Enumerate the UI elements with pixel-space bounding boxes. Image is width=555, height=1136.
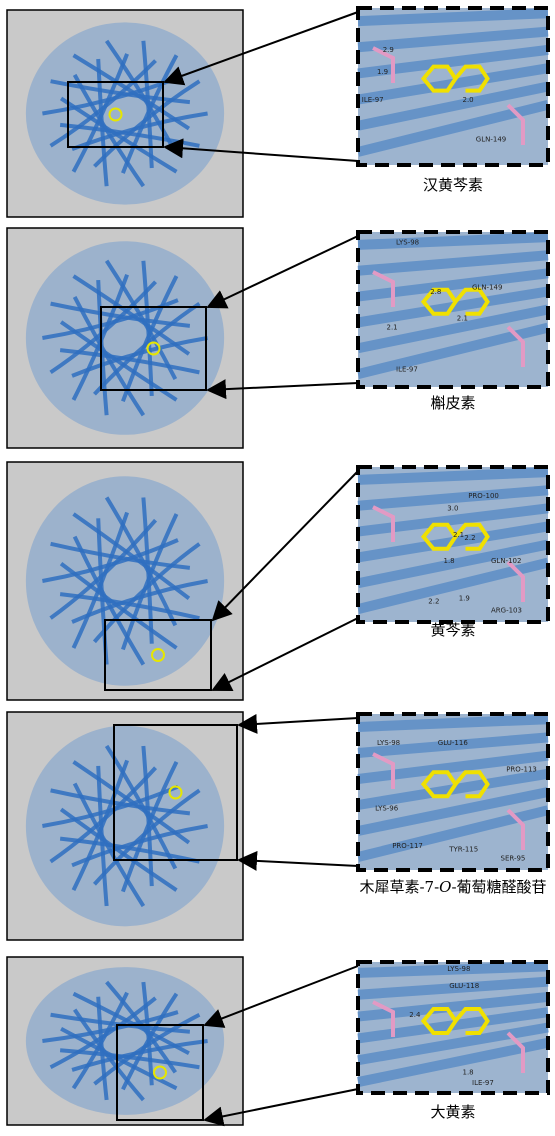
protein-surface	[26, 726, 224, 927]
caption-part: 黄芩素	[430, 621, 475, 639]
residue-label: SER-95	[501, 855, 526, 863]
panel: 2.9 1.9 2.0 ILE-97 GLN-149 汉黄芩素	[7, 8, 548, 217]
residue-label: GLN-102	[491, 557, 521, 565]
caption-part: O	[439, 878, 451, 896]
residue-label: 2.2	[428, 597, 439, 605]
residue-label: ILE-97	[396, 366, 418, 374]
residue-label: 2.0	[463, 96, 474, 104]
residue-label: GLN-149	[476, 135, 506, 143]
residue-label: ILE-97	[472, 1079, 494, 1087]
residue-label: PRO-113	[506, 766, 537, 774]
caption: 黄芩素	[430, 621, 475, 639]
residue-label: LYS-98	[396, 238, 419, 246]
arrow	[239, 860, 358, 866]
residue-label: 2.1	[453, 531, 464, 539]
protein-surface	[26, 241, 224, 435]
caption: 汉黄芩素	[423, 176, 483, 194]
panel: LYS-98 GLU-116 PRO-113 LYS-96 PRO-117 TYR-115…	[7, 712, 548, 940]
panel: LYS-98 2.8 GLN-149 2.1 2.1 ILE-97 槲皮素	[7, 228, 548, 448]
residue-label: 1.9	[459, 594, 470, 602]
caption-part: 大黄素	[430, 1103, 475, 1121]
residue-label: 2.9	[383, 46, 394, 54]
caption-part: 木犀草素-7-	[359, 878, 439, 896]
residue-label: ARG-103	[491, 607, 522, 615]
residue-label: PRO-100	[468, 492, 499, 500]
residue-label: 2.1	[457, 314, 468, 322]
caption-part: 汉黄芩素	[423, 176, 483, 194]
residue-label: 1.8	[444, 557, 455, 565]
residue-label: GLN-149	[472, 283, 502, 291]
caption: 木犀草素-7-O-葡萄糖醛酸苷	[359, 878, 546, 896]
residue-label: LYS-96	[375, 805, 399, 813]
residue-label: 2.1	[387, 324, 398, 332]
figure: 2.9 1.9 2.0 ILE-97 GLN-149 汉黄芩素 LYS-98 2.8 GLN-1…	[0, 0, 555, 1136]
panel: LYS-98 GLU-118 2.4 1.8 ILE-97 大黄素	[7, 957, 548, 1125]
caption-part: 槲皮素	[430, 394, 475, 412]
residue-label: GLU-118	[449, 982, 479, 990]
residue-label: 1.9	[377, 68, 388, 76]
residue-label: LYS-98	[447, 965, 470, 973]
residue-label: TYR-115	[448, 845, 478, 853]
residue-label: 2.4	[409, 1011, 421, 1019]
residue-label: PRO-117	[392, 842, 423, 850]
arrow	[239, 718, 358, 725]
protein-surface	[26, 22, 224, 204]
residue-label: 1.8	[463, 1069, 474, 1077]
residue-label: GLU-116	[438, 739, 469, 747]
residue-label: 2.2	[464, 534, 475, 542]
residue-label: LYS-98	[377, 739, 400, 747]
residue-label: 3.0	[447, 504, 458, 512]
caption: 槲皮素	[430, 394, 475, 412]
residue-label: ILE-97	[362, 96, 384, 104]
caption-part: -葡萄糖醛酸苷	[451, 878, 546, 896]
residue-label: 2.8	[430, 288, 441, 296]
caption: 大黄素	[430, 1103, 475, 1121]
protein-surface	[26, 476, 224, 685]
